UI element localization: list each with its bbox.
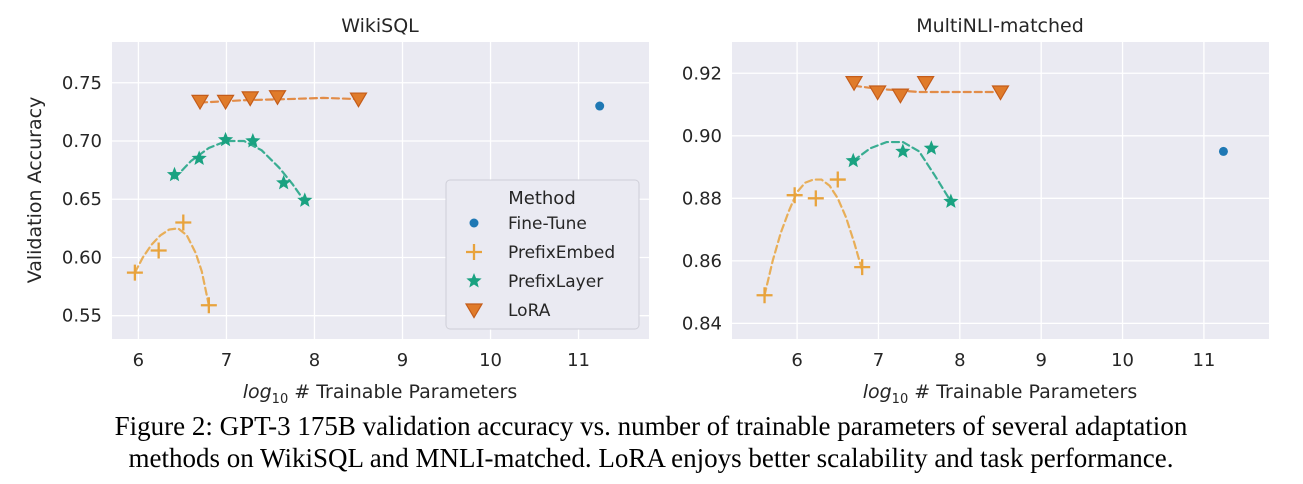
legend-prefixembed-marker xyxy=(466,244,482,260)
legend-fine-tune-label: Fine-Tune xyxy=(508,214,587,234)
wikisql-lora-point xyxy=(268,90,287,106)
wikisql-x-label-log: log xyxy=(243,381,272,403)
wikisql-prefixlayer-point xyxy=(276,174,292,190)
multinli-prefixembed-point xyxy=(756,287,773,304)
multinli-tick-labels: 6 7 8 9 10 11 0.84 0.86 0.88 0.90 0.92 xyxy=(682,63,1215,371)
wikisql-y-tick-label: 0.75 xyxy=(62,73,102,94)
legend-entries: Fine-Tune PrefixEmbed PrefixLayer LoRA xyxy=(464,214,615,321)
wikisql-prefixlayer-point xyxy=(245,133,261,148)
multinli-x-axis-label: log10 # Trainable Parameters xyxy=(863,381,1138,407)
multinli-y-tick-label: 0.92 xyxy=(682,63,722,84)
legend: Method Fine-Tune PrefixEmbed PrefixLayer Lo… xyxy=(445,179,640,330)
legend-box xyxy=(445,179,640,330)
wikisql-lora-point xyxy=(190,94,210,111)
wikisql-x-tick-label: 10 xyxy=(479,350,502,371)
multinli-lora-point xyxy=(844,76,864,92)
legend-prefixembed-label: PrefixEmbed xyxy=(508,243,615,263)
wikisql-y-tick-label: 0.70 xyxy=(62,131,102,152)
legend-prefixlayer-label: PrefixLayer xyxy=(508,272,603,292)
wikisql-lora-point xyxy=(216,94,235,111)
multinli-prefixlayer-point xyxy=(845,152,861,168)
wikisql-lora-point xyxy=(241,91,260,107)
wikisql-x-label-sub: 10 xyxy=(272,392,289,407)
wikisql-x-tick-label: 9 xyxy=(397,350,408,371)
multinli-prefixembed-fit-line xyxy=(763,178,864,297)
multinli-prefixlayer-fit-line xyxy=(852,140,952,203)
figure: 6 7 8 9 10 11 0.55 0.60 0.65 0.70 0.75 WikiSQL Val… xyxy=(24,15,1269,407)
multinli-lora-point xyxy=(868,85,887,101)
wikisql-prefixembed-point xyxy=(126,264,143,281)
wikisql-x-label-rest: # Trainable Parameters xyxy=(288,381,517,403)
wikisql-prefixlayer-point xyxy=(217,131,234,147)
multinli-title: MultiNLI-matched xyxy=(916,15,1084,37)
legend-prefixlayer-marker xyxy=(466,273,482,288)
multinli-prefixlayer-point xyxy=(923,140,939,155)
figure-caption: Figure 2: GPT-3 175B validation accuracy… xyxy=(6,410,1296,474)
legend-lora-label: LoRA xyxy=(508,301,551,321)
wikisql-x-tick-label: 11 xyxy=(567,350,590,371)
wikisql-prefixlayer-point xyxy=(297,192,313,207)
multinli-x-label-rest: # Trainable Parameters xyxy=(908,381,1137,403)
multinli-lora-point xyxy=(991,85,1010,101)
legend-lora-marker xyxy=(464,303,484,319)
multinli-x-tick-label: 8 xyxy=(954,350,965,371)
wikisql-prefixembed-point xyxy=(200,297,217,314)
multinli-x-tick-label: 10 xyxy=(1111,350,1134,371)
legend-fine-tune-marker xyxy=(469,218,479,228)
legend-title: Method xyxy=(508,188,576,209)
multinli-prefixlayer-point xyxy=(895,143,911,158)
wikisql-y-tick-label: 0.55 xyxy=(62,306,102,327)
multinli-prefixembed-point xyxy=(829,171,846,188)
multinli-y-tick-label: 0.84 xyxy=(682,313,722,334)
wikisql-title: WikiSQL xyxy=(341,15,419,37)
multinli-grid xyxy=(732,42,1269,339)
multinli-prefixembed-point xyxy=(854,259,871,276)
wikisql-prefixlayer-point xyxy=(166,166,183,182)
multinli-panel: 6 7 8 9 10 11 0.84 0.86 0.88 0.90 0.92 MultiNLI-ma… xyxy=(682,15,1269,407)
wikisql-lora-point xyxy=(349,92,368,108)
wikisql-prefixembed-point xyxy=(150,242,167,259)
caption-line-1: Figure 2: GPT-3 175B validation accuracy… xyxy=(114,411,1188,441)
caption-line-2: methods on WikiSQL and MNLI-matched. LoR… xyxy=(128,443,1174,473)
multinli-lora-point xyxy=(916,76,935,92)
wikisql-prefixlayer-point xyxy=(191,150,207,165)
multinli-lora-point xyxy=(891,88,910,104)
multinli-y-tick-label: 0.88 xyxy=(682,188,722,209)
wikisql-x-tick-label: 8 xyxy=(309,350,320,371)
wikisql-prefixlayer-fit-line xyxy=(173,139,306,203)
wikisql-x-axis-label: log10 # Trainable Parameters xyxy=(243,381,518,407)
multinli-prefixembed-point xyxy=(786,187,803,204)
wikisql-y-tick-label: 0.60 xyxy=(62,247,102,268)
multinli-x-tick-label: 7 xyxy=(873,350,884,371)
wikisql-x-tick-label: 7 xyxy=(221,350,232,371)
multinli-markers xyxy=(756,76,1228,304)
wikisql-tick-labels: 6 7 8 9 10 11 0.55 0.60 0.65 0.70 0.75 xyxy=(62,73,590,371)
multinli-x-tick-label: 11 xyxy=(1192,350,1215,371)
multinli-x-tick-label: 6 xyxy=(791,350,802,371)
wikisql-markers xyxy=(126,90,605,314)
wikisql-y-axis-label: Validation Accuracy xyxy=(24,97,46,284)
multinli-y-tick-label: 0.86 xyxy=(682,251,722,272)
multinli-prefixembed-point xyxy=(807,190,824,207)
multinli-prefixlayer-point xyxy=(943,193,959,208)
wikisql-fine-tune-point xyxy=(595,101,605,111)
multinli-y-tick-label: 0.90 xyxy=(682,126,722,147)
multinli-x-label-sub: 10 xyxy=(892,392,909,407)
multinli-x-label-log: log xyxy=(863,381,892,403)
wikisql-prefixembed-point xyxy=(175,214,192,231)
wikisql-prefixembed-fit-line xyxy=(133,227,210,307)
wikisql-y-tick-label: 0.65 xyxy=(62,189,102,210)
multinli-fine-tune-point xyxy=(1218,146,1228,156)
multinli-x-tick-label: 9 xyxy=(1035,350,1046,371)
wikisql-x-tick-label: 6 xyxy=(133,350,144,371)
